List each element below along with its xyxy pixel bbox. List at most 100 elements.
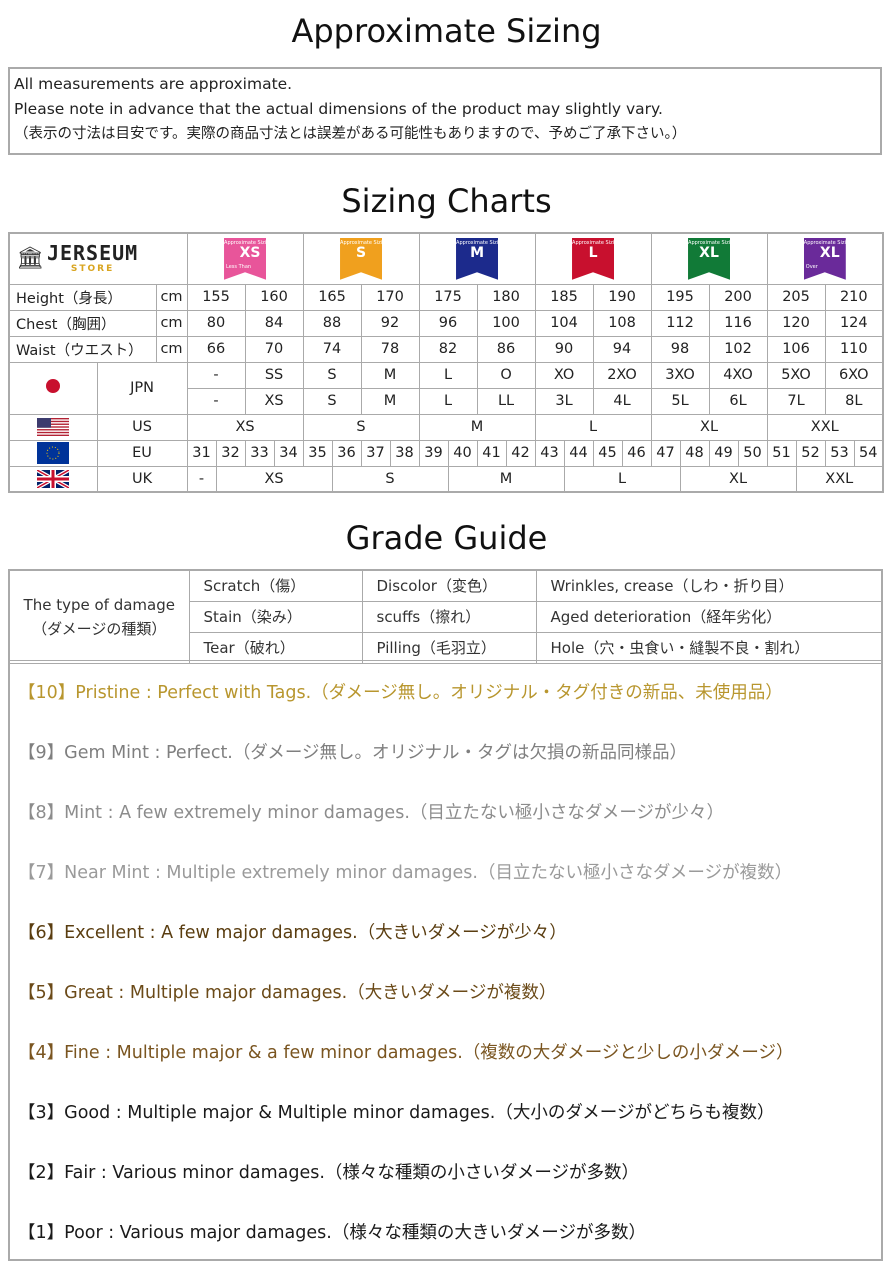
note-line: Please note in advance that the actual d… bbox=[14, 100, 663, 118]
jpn-size: 6XO bbox=[824, 361, 884, 389]
eu-size: 39 bbox=[418, 439, 449, 467]
badge-caption: Approximate Sizing bbox=[572, 239, 621, 246]
damage-cell: Scratch（傷） bbox=[188, 569, 363, 602]
measure-value: 78 bbox=[360, 335, 420, 363]
jerseum-logo: 🏛 JERSEUM STORE bbox=[10, 240, 186, 274]
jpn-size: 2XO bbox=[592, 361, 652, 389]
eu-size: 36 bbox=[331, 439, 362, 467]
eu-size: 33 bbox=[244, 439, 275, 467]
damage-type-header: The type of damage （ダメージの種類） bbox=[8, 569, 190, 664]
grade-item: 【3】Good : Multiple major & Multiple mino… bbox=[18, 1103, 775, 1123]
badge-size: L bbox=[588, 244, 598, 261]
eu-size: 45 bbox=[592, 439, 623, 467]
uk-flag-icon bbox=[37, 469, 70, 488]
jpn-size: M bbox=[360, 361, 420, 389]
measure-value: 112 bbox=[650, 309, 710, 337]
measure-value: 155 bbox=[186, 283, 246, 311]
measure-value: 124 bbox=[824, 309, 884, 337]
jpn-size: S bbox=[302, 387, 362, 415]
badge-size: XL bbox=[819, 244, 840, 261]
eu-size: 49 bbox=[708, 439, 739, 467]
eu-size: 34 bbox=[273, 439, 304, 467]
badge-caption: Approximate Sizing bbox=[456, 239, 505, 246]
damage-cell: Aged deterioration（経年劣化） bbox=[535, 600, 883, 633]
badge-size: S bbox=[355, 244, 367, 261]
approximate-sizing-title: Approximate Sizing bbox=[291, 12, 602, 50]
measure-value: 98 bbox=[650, 335, 710, 363]
grade-item: 【2】Fair : Various minor damages.（様々な種類の小… bbox=[18, 1163, 640, 1183]
jpn-size: L bbox=[418, 387, 478, 415]
grade-item: 【10】Pristine : Perfect with Tags.（ダメージ無し… bbox=[18, 683, 783, 703]
jpn-size: 6L bbox=[708, 387, 768, 415]
damage-type-label: The type of damage bbox=[23, 595, 175, 614]
flag-cell bbox=[8, 465, 98, 493]
damage-cell: scuffs（擦れ） bbox=[361, 600, 537, 633]
measure-value: 86 bbox=[476, 335, 536, 363]
measure-value: 195 bbox=[650, 283, 710, 311]
badge-size: XL bbox=[699, 244, 719, 261]
measure-value: 120 bbox=[766, 309, 826, 337]
grade-item: 【9】Gem Mint : Perfect.（ダメージ無し。オリジナル・タグは欠… bbox=[18, 743, 687, 763]
measure-unit: cm bbox=[155, 335, 188, 363]
measure-value: 92 bbox=[360, 309, 420, 337]
measure-value: 175 bbox=[418, 283, 478, 311]
damage-types-table: The type of damage （ダメージの種類） Scratch（傷） Di… bbox=[8, 569, 883, 664]
measure-label: Height（身長） bbox=[8, 283, 157, 311]
size-badge-cell: Approximate Sizing Over XL bbox=[766, 232, 884, 285]
measurement-note: All measurements are approximate. Please… bbox=[8, 67, 882, 155]
logo-sub: STORE bbox=[70, 263, 115, 274]
grade-item: 【1】Poor : Various major damages.（様々な種類の大… bbox=[18, 1223, 646, 1243]
uk-size: XL bbox=[679, 465, 797, 493]
size-badge: Approximate Sizing L bbox=[572, 237, 615, 280]
measure-label: Waist（ウエスト） bbox=[8, 335, 157, 363]
japan-flag-icon bbox=[46, 379, 61, 393]
jpn-size: - bbox=[186, 361, 246, 389]
damage-cell: Stain（染み） bbox=[188, 600, 363, 633]
jpn-row: JPN - SS S M L O XO 2XO 3XO 4XO 5XO 6XO bbox=[8, 361, 884, 415]
us-size: M bbox=[418, 413, 536, 441]
measure-unit: cm bbox=[155, 309, 188, 337]
size-badge-cell: Approximate Sizing M bbox=[418, 232, 536, 285]
eu-size: 47 bbox=[650, 439, 681, 467]
us-size: XS bbox=[186, 413, 304, 441]
measure-value: 74 bbox=[302, 335, 362, 363]
eu-size: 46 bbox=[621, 439, 652, 467]
uk-size: M bbox=[447, 465, 565, 493]
measure-value: 210 bbox=[824, 283, 884, 311]
uk-size: L bbox=[563, 465, 681, 493]
region-label: UK bbox=[96, 465, 188, 493]
measure-label: Chest（胸囲） bbox=[8, 309, 157, 337]
measure-value: 108 bbox=[592, 309, 652, 337]
measure-value: 102 bbox=[708, 335, 768, 363]
region-label: EU bbox=[96, 439, 188, 467]
uk-size: XXL bbox=[795, 465, 884, 493]
note-line: All measurements are approximate. bbox=[14, 75, 293, 93]
measure-value: 185 bbox=[534, 283, 594, 311]
measure-value: 116 bbox=[708, 309, 768, 337]
grade-item: 【5】Great : Multiple major damages.（大きいダメ… bbox=[18, 983, 557, 1003]
jpn-size: XO bbox=[534, 361, 594, 389]
eu-size: 40 bbox=[447, 439, 478, 467]
measure-value: 104 bbox=[534, 309, 594, 337]
measure-value: 170 bbox=[360, 283, 420, 311]
jpn-size: SS bbox=[244, 361, 304, 389]
measure-value: 106 bbox=[766, 335, 826, 363]
jpn-size: - bbox=[186, 387, 246, 415]
size-badge: Approximate Sizing Less Than XS bbox=[224, 237, 267, 280]
grade-guide-title: Grade Guide bbox=[345, 519, 548, 557]
damage-type-label-jp: （ダメージの種類） bbox=[32, 619, 167, 638]
measurement-row: Waist（ウエスト） cm 66 70 74 78 82 86 90 94 98 102 106 110 bbox=[8, 335, 884, 363]
measure-value: 66 bbox=[186, 335, 246, 363]
uk-size: XS bbox=[215, 465, 333, 493]
grade-list: 【10】Pristine : Perfect with Tags.（ダメージ無し… bbox=[8, 660, 883, 1261]
region-label: US bbox=[96, 413, 188, 441]
eu-size: 54 bbox=[853, 439, 884, 467]
measure-value: 70 bbox=[244, 335, 304, 363]
eu-row: EU 31 32 33 34 35 36 37 38 39 40 41 42 43 44 45 46 47 48 49… bbox=[8, 439, 884, 467]
size-badge-cell: Approximate Sizing L bbox=[534, 232, 652, 285]
sizing-charts-title: Sizing Charts bbox=[341, 182, 552, 220]
eu-size: 53 bbox=[824, 439, 855, 467]
damage-cell: Wrinkles, crease（しわ・折り目） bbox=[535, 569, 883, 602]
logo-text: JERSEUM bbox=[46, 240, 139, 265]
eu-size: 37 bbox=[360, 439, 391, 467]
